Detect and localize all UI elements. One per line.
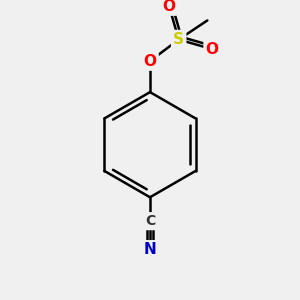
- Text: C: C: [145, 214, 155, 228]
- Text: S: S: [173, 32, 184, 47]
- Text: O: O: [143, 54, 157, 69]
- Text: N: N: [144, 242, 156, 257]
- Text: O: O: [163, 0, 176, 14]
- Text: O: O: [206, 42, 219, 57]
